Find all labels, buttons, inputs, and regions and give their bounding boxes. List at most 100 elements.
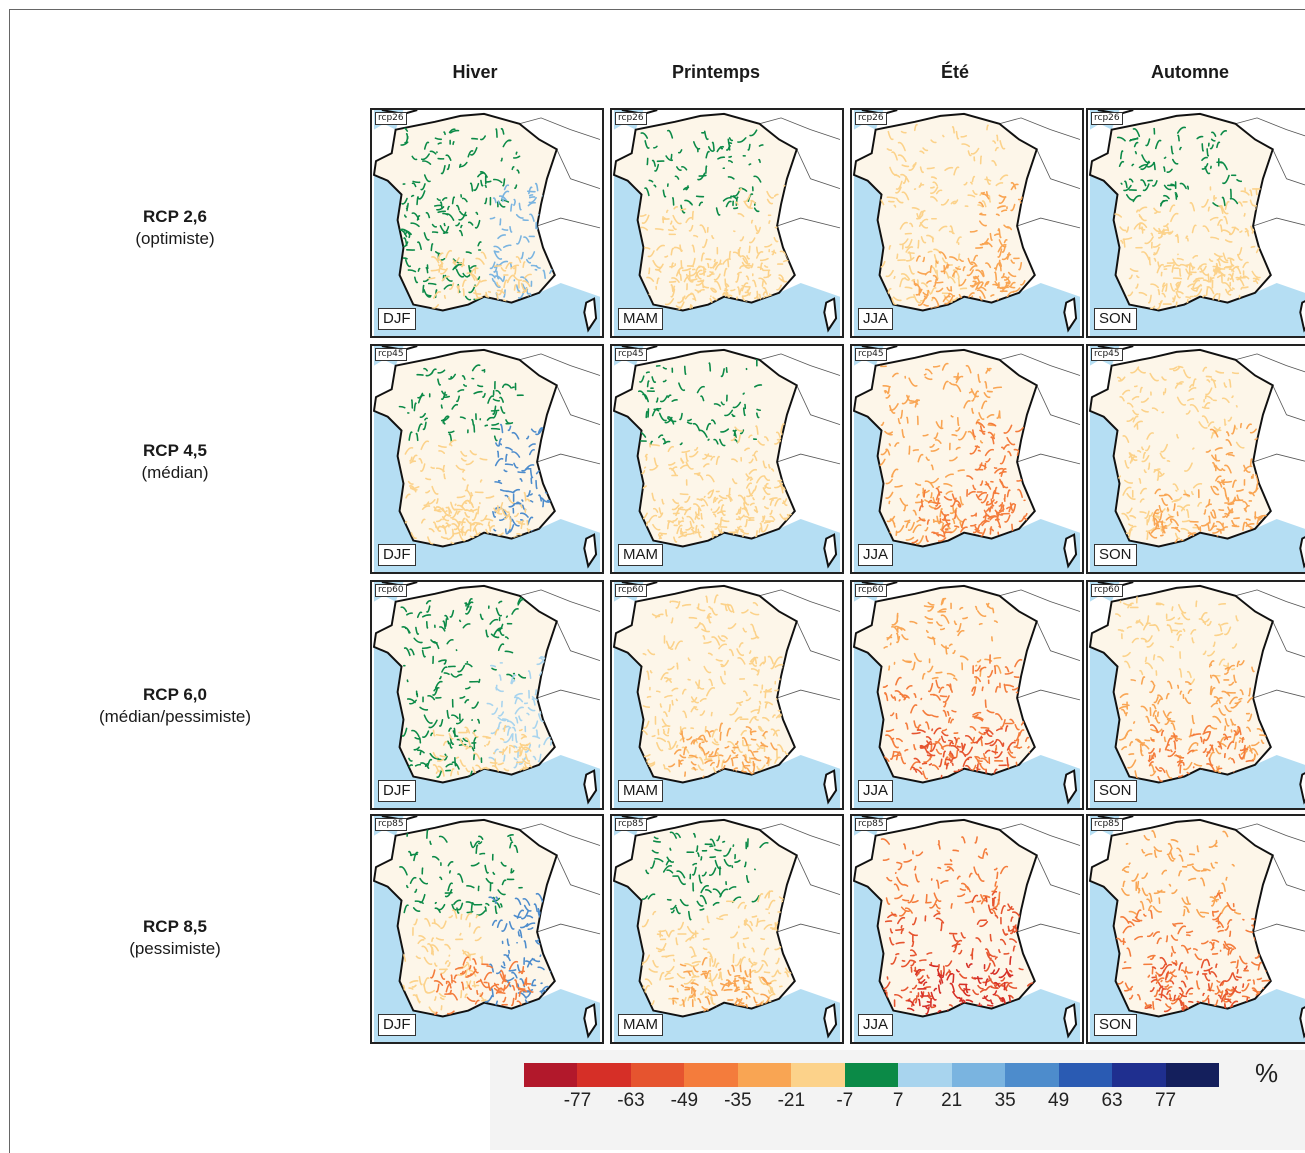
- color-legend: % -77 -63 -49 -35 -21 -7 7 21 35 49 63 77: [490, 1050, 1305, 1150]
- season-code-tag: SON: [1094, 1014, 1137, 1036]
- season-code-tag: JJA: [858, 544, 894, 566]
- legend-swatch: [1005, 1063, 1059, 1087]
- legend-swatch: [630, 1063, 685, 1087]
- map-panel-rcp60-jja: rcp60 JJA: [850, 580, 1084, 810]
- france-map: [852, 346, 1081, 572]
- france-map: [1088, 582, 1305, 808]
- scenario-title: RCP 8,5: [143, 917, 207, 936]
- season-code-tag: MAM: [618, 1014, 663, 1036]
- france-map: [1088, 110, 1305, 336]
- scenario-subtitle: (optimiste): [135, 229, 215, 248]
- rcp-tag: rcp60: [375, 584, 407, 597]
- rcp-tag: rcp45: [615, 348, 647, 361]
- legend-tick-label: -21: [777, 1090, 806, 1111]
- france-map: [612, 346, 841, 572]
- map-panel-rcp26-djf: rcp26 DJF: [370, 108, 604, 338]
- france-map: [372, 346, 601, 572]
- season-code-tag: JJA: [858, 308, 894, 330]
- map-panel-rcp85-djf: rcp85 DJF: [370, 814, 604, 1044]
- legend-swatch: [951, 1063, 1006, 1087]
- map-panel-rcp26-mam: rcp26 MAM: [610, 108, 844, 338]
- scenario-label-rcp26: RCP 2,6 (optimiste): [60, 206, 290, 250]
- season-code-tag: SON: [1094, 308, 1137, 330]
- map-grid: rcp26 DJF rcp26 MAM rcp26 JJA rcp26 SON rcp45 DJF…: [370, 108, 1305, 1046]
- scenario-title: RCP 4,5: [143, 441, 207, 460]
- legend-swatch: [577, 1063, 631, 1087]
- legend-swatch: [1112, 1063, 1166, 1087]
- legend-tick-label: -7: [836, 1090, 854, 1111]
- map-panel-rcp85-son: rcp85 SON: [1086, 814, 1305, 1044]
- rcp-tag: rcp26: [615, 112, 647, 125]
- rcp-tag: rcp60: [855, 584, 887, 597]
- legend-swatch: [1058, 1063, 1113, 1087]
- map-panel-rcp26-son: rcp26 SON: [1086, 108, 1305, 338]
- season-header-printemps: Printemps: [671, 62, 761, 82]
- scenario-label-rcp85: RCP 8,5 (pessimiste): [60, 916, 290, 960]
- legend-swatch: [1165, 1063, 1220, 1087]
- map-panel-rcp60-djf: rcp60 DJF: [370, 580, 604, 810]
- map-panel-rcp26-jja: rcp26 JJA: [850, 108, 1084, 338]
- rcp-tag: rcp26: [855, 112, 887, 125]
- map-panel-rcp85-mam: rcp85 MAM: [610, 814, 844, 1044]
- rcp-tag: rcp26: [1091, 112, 1123, 125]
- rcp-tag: rcp45: [375, 348, 407, 361]
- france-map: [372, 110, 601, 336]
- legend-swatch: [684, 1063, 738, 1087]
- rcp-tag: rcp85: [615, 818, 647, 831]
- season-code-tag: DJF: [378, 308, 416, 330]
- figure-frame: [9, 9, 1305, 1153]
- season-header-hiver: Hiver: [452, 62, 498, 82]
- map-panel-rcp60-son: rcp60 SON: [1086, 580, 1305, 810]
- season-code-tag: SON: [1094, 780, 1137, 802]
- france-map: [372, 582, 601, 808]
- rcp-tag: rcp45: [1091, 348, 1123, 361]
- scenario-title: RCP 6,0: [143, 685, 207, 704]
- rcp-tag: rcp60: [1091, 584, 1123, 597]
- season-code-tag: DJF: [378, 544, 416, 566]
- map-panel-rcp45-son: rcp45 SON: [1086, 344, 1305, 574]
- season-code-tag: MAM: [618, 308, 663, 330]
- france-map: [852, 582, 1081, 808]
- france-map: [852, 816, 1081, 1042]
- scenario-subtitle: (médian): [141, 463, 209, 482]
- map-panel-rcp85-jja: rcp85 JJA: [850, 814, 1084, 1044]
- season-code-tag: MAM: [618, 780, 663, 802]
- legend-swatch: [737, 1063, 792, 1087]
- season-header-automne: Automne: [1151, 62, 1229, 82]
- map-panel-rcp45-mam: rcp45 MAM: [610, 344, 844, 574]
- rcp-tag: rcp45: [855, 348, 887, 361]
- legend-tick-label: 63: [1101, 1090, 1123, 1111]
- legend-swatch: [844, 1063, 899, 1087]
- legend-unit: %: [1255, 1058, 1279, 1088]
- legend-tick-label: 77: [1154, 1090, 1177, 1111]
- france-map: [852, 110, 1081, 336]
- legend-swatch: [524, 1063, 578, 1087]
- scenario-title: RCP 2,6: [143, 207, 207, 226]
- map-panel-rcp60-mam: rcp60 MAM: [610, 580, 844, 810]
- season-code-tag: JJA: [858, 1014, 894, 1036]
- legend-swatch: [791, 1063, 845, 1087]
- legend-tick-label: 7: [892, 1090, 904, 1111]
- scenario-subtitle: (médian/pessimiste): [98, 707, 252, 726]
- legend-tick-label: 49: [1048, 1090, 1070, 1111]
- france-map: [612, 816, 841, 1042]
- legend-tick-label: -35: [724, 1090, 752, 1111]
- rcp-tag: rcp26: [375, 112, 407, 125]
- scenario-label-rcp45: RCP 4,5 (médian): [60, 440, 290, 484]
- rcp-tag: rcp60: [615, 584, 647, 597]
- legend-color-bar: [524, 1063, 1220, 1087]
- france-map: [612, 110, 841, 336]
- legend-tick-label: 35: [994, 1090, 1016, 1111]
- season-code-tag: SON: [1094, 544, 1137, 566]
- rcp-tag: rcp85: [375, 818, 407, 831]
- map-panel-rcp45-djf: rcp45 DJF: [370, 344, 604, 574]
- scenario-subtitle: (pessimiste): [129, 939, 221, 958]
- scenario-label-rcp60: RCP 6,0 (médian/pessimiste): [60, 684, 290, 728]
- legend-tick-label: -77: [563, 1090, 592, 1111]
- season-code-tag: DJF: [378, 780, 416, 802]
- map-panel-rcp45-jja: rcp45 JJA: [850, 344, 1084, 574]
- legend-swatch: [898, 1063, 952, 1087]
- france-map: [372, 816, 601, 1042]
- season-code-tag: MAM: [618, 544, 663, 566]
- rcp-tag: rcp85: [1091, 818, 1123, 831]
